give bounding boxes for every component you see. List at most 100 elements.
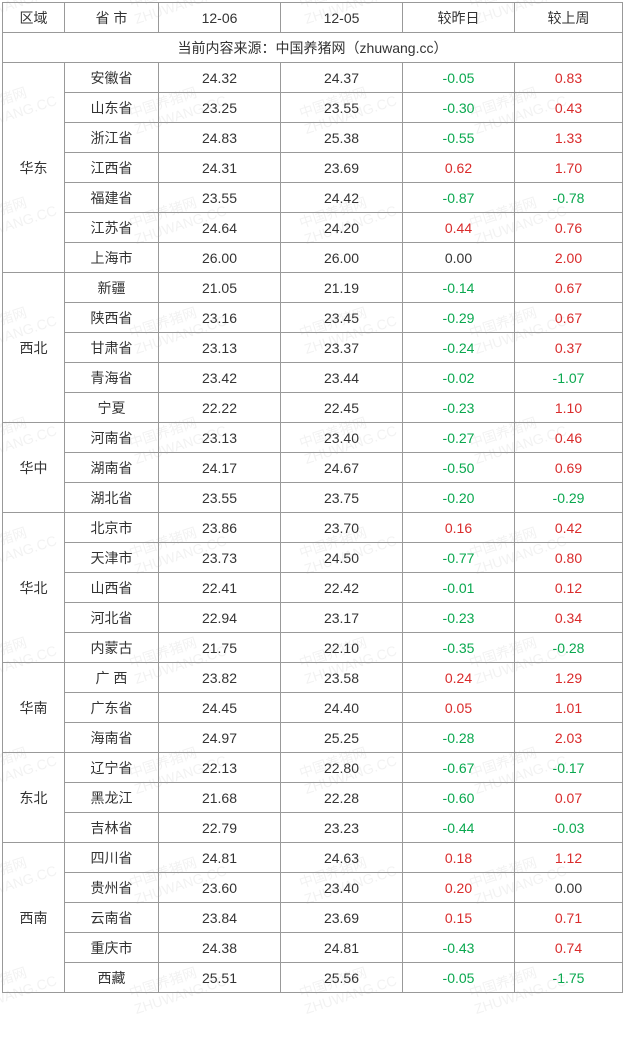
table-row: 青海省23.4223.44-0.02-1.07 (3, 363, 623, 393)
province-cell: 内蒙古 (65, 633, 159, 663)
delta-yesterday-cell: -0.27 (403, 423, 515, 453)
delta-yesterday-cell: 0.16 (403, 513, 515, 543)
delta-lastweek-cell: 0.00 (515, 873, 623, 903)
province-cell: 山东省 (65, 93, 159, 123)
value-cell-d2: 23.69 (281, 903, 403, 933)
delta-yesterday-cell: -0.60 (403, 783, 515, 813)
delta-lastweek-cell: -0.29 (515, 483, 623, 513)
table-row: 广东省24.4524.400.051.01 (3, 693, 623, 723)
value-cell-d1: 23.55 (159, 483, 281, 513)
value-cell-d1: 24.31 (159, 153, 281, 183)
source-row: 当前内容来源：中国养猪网（zhuwang.cc） (3, 33, 623, 63)
delta-lastweek-cell: 1.10 (515, 393, 623, 423)
value-cell-d2: 22.80 (281, 753, 403, 783)
value-cell-d2: 23.45 (281, 303, 403, 333)
province-cell: 甘肃省 (65, 333, 159, 363)
value-cell-d2: 24.40 (281, 693, 403, 723)
delta-yesterday-cell: -0.23 (403, 603, 515, 633)
province-cell: 福建省 (65, 183, 159, 213)
delta-lastweek-cell: -1.75 (515, 963, 623, 993)
delta-lastweek-cell: 0.43 (515, 93, 623, 123)
delta-yesterday-cell: 0.15 (403, 903, 515, 933)
value-cell-d2: 23.55 (281, 93, 403, 123)
value-cell-d2: 24.37 (281, 63, 403, 93)
delta-lastweek-cell: -0.17 (515, 753, 623, 783)
delta-yesterday-cell: -0.14 (403, 273, 515, 303)
table-row: 江西省24.3123.690.621.70 (3, 153, 623, 183)
delta-lastweek-cell: 1.70 (515, 153, 623, 183)
value-cell-d2: 23.23 (281, 813, 403, 843)
table-row: 湖南省24.1724.67-0.500.69 (3, 453, 623, 483)
delta-lastweek-cell: 0.76 (515, 213, 623, 243)
value-cell-d1: 23.25 (159, 93, 281, 123)
table-row: 西南四川省24.8124.630.181.12 (3, 843, 623, 873)
delta-lastweek-cell: 0.46 (515, 423, 623, 453)
value-cell-d1: 23.60 (159, 873, 281, 903)
table-row: 云南省23.8423.690.150.71 (3, 903, 623, 933)
value-cell-d2: 22.10 (281, 633, 403, 663)
table-row: 黑龙江21.6822.28-0.600.07 (3, 783, 623, 813)
delta-yesterday-cell: 0.20 (403, 873, 515, 903)
delta-lastweek-cell: 1.29 (515, 663, 623, 693)
source-text: 当前内容来源：中国养猪网（zhuwang.cc） (3, 33, 623, 63)
province-cell: 上海市 (65, 243, 159, 273)
table-row: 陕西省23.1623.45-0.290.67 (3, 303, 623, 333)
province-cell: 青海省 (65, 363, 159, 393)
table-row: 甘肃省23.1323.37-0.240.37 (3, 333, 623, 363)
province-cell: 江西省 (65, 153, 159, 183)
value-cell-d2: 25.38 (281, 123, 403, 153)
table-row: 西北新疆21.0521.19-0.140.67 (3, 273, 623, 303)
value-cell-d1: 23.73 (159, 543, 281, 573)
region-cell: 华南 (3, 663, 65, 753)
table-row: 西藏25.5125.56-0.05-1.75 (3, 963, 623, 993)
province-cell: 宁夏 (65, 393, 159, 423)
value-cell-d2: 25.56 (281, 963, 403, 993)
value-cell-d2: 23.69 (281, 153, 403, 183)
value-cell-d1: 23.82 (159, 663, 281, 693)
delta-lastweek-cell: 0.69 (515, 453, 623, 483)
delta-yesterday-cell: 0.18 (403, 843, 515, 873)
value-cell-d1: 24.38 (159, 933, 281, 963)
table-row: 吉林省22.7923.23-0.44-0.03 (3, 813, 623, 843)
delta-lastweek-cell: -0.03 (515, 813, 623, 843)
value-cell-d2: 23.40 (281, 873, 403, 903)
delta-yesterday-cell: -0.87 (403, 183, 515, 213)
table-row: 宁夏22.2222.45-0.231.10 (3, 393, 623, 423)
value-cell-d1: 22.41 (159, 573, 281, 603)
value-cell-d1: 22.79 (159, 813, 281, 843)
value-cell-d1: 24.17 (159, 453, 281, 483)
province-cell: 海南省 (65, 723, 159, 753)
value-cell-d2: 26.00 (281, 243, 403, 273)
table-row: 重庆市24.3824.81-0.430.74 (3, 933, 623, 963)
delta-yesterday-cell: -0.29 (403, 303, 515, 333)
delta-lastweek-cell: -1.07 (515, 363, 623, 393)
delta-lastweek-cell: 0.42 (515, 513, 623, 543)
province-cell: 陕西省 (65, 303, 159, 333)
province-cell: 河南省 (65, 423, 159, 453)
province-cell: 湖南省 (65, 453, 159, 483)
value-cell-d1: 23.13 (159, 333, 281, 363)
delta-lastweek-cell: 0.07 (515, 783, 623, 813)
province-cell: 天津市 (65, 543, 159, 573)
value-cell-d2: 23.70 (281, 513, 403, 543)
price-table: 区域 省 市 12-06 12-05 较昨日 较上周 当前内容来源：中国养猪网（… (2, 2, 623, 993)
value-cell-d2: 21.19 (281, 273, 403, 303)
delta-yesterday-cell: -0.67 (403, 753, 515, 783)
value-cell-d1: 22.94 (159, 603, 281, 633)
province-cell: 广 西 (65, 663, 159, 693)
delta-lastweek-cell: 0.37 (515, 333, 623, 363)
value-cell-d2: 24.63 (281, 843, 403, 873)
delta-lastweek-cell: 0.83 (515, 63, 623, 93)
value-cell-d2: 23.40 (281, 423, 403, 453)
value-cell-d1: 22.13 (159, 753, 281, 783)
header-date1: 12-06 (159, 3, 281, 33)
table-row: 山西省22.4122.42-0.010.12 (3, 573, 623, 603)
delta-lastweek-cell: 0.34 (515, 603, 623, 633)
delta-lastweek-cell: 0.67 (515, 273, 623, 303)
value-cell-d1: 22.22 (159, 393, 281, 423)
value-cell-d2: 23.17 (281, 603, 403, 633)
province-cell: 黑龙江 (65, 783, 159, 813)
delta-yesterday-cell: 0.44 (403, 213, 515, 243)
region-cell: 华北 (3, 513, 65, 663)
table-row: 河北省22.9423.17-0.230.34 (3, 603, 623, 633)
